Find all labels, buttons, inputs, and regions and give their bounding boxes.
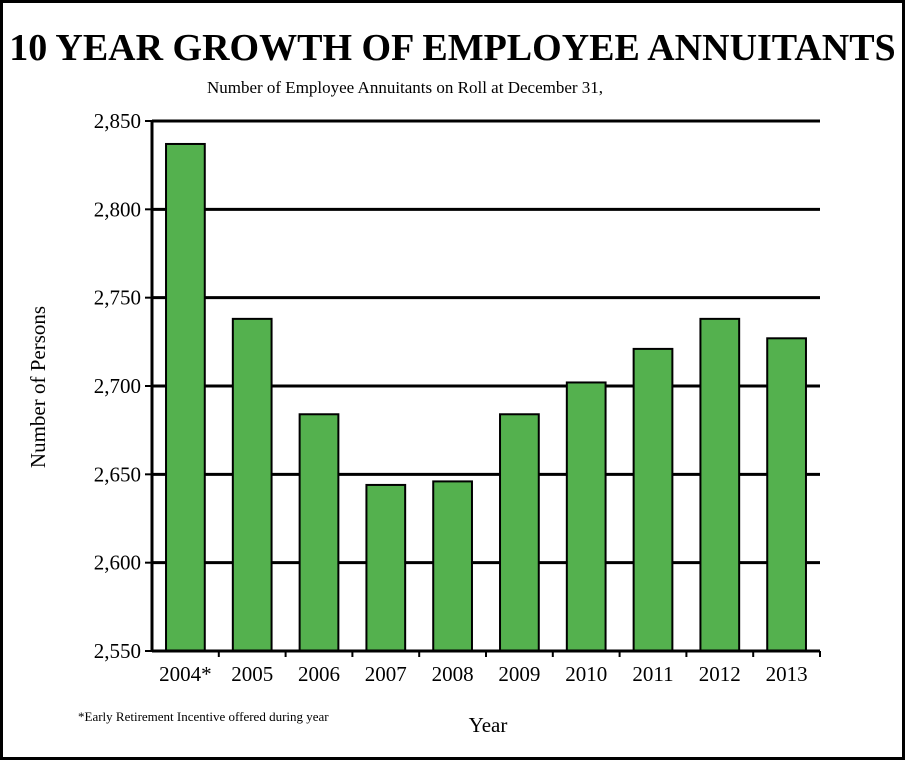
y-tick-label: 2,850 — [94, 109, 141, 133]
x-tick-label: 2012 — [699, 662, 741, 686]
bar-2008 — [432, 480, 473, 652]
bars — [165, 142, 807, 652]
bar-2011 — [632, 347, 674, 652]
y-tick-label: 2,700 — [94, 374, 141, 398]
chart-footnote: *Early Retirement Incentive offered duri… — [78, 709, 329, 724]
tick-labels: 2,550 2,600 2,650 2,700 2,750 2,800 2,850 2004*… — [94, 109, 808, 686]
x-tick-label: 2013 — [766, 662, 808, 686]
x-tick-label: 2008 — [432, 662, 474, 686]
x-tick-label: 2009 — [498, 662, 540, 686]
y-tick-label: 2,550 — [94, 639, 141, 663]
x-tick-label: 2005 — [231, 662, 273, 686]
axes — [145, 120, 821, 657]
bar-2007 — [365, 483, 407, 652]
bar-2004 — [165, 142, 206, 652]
y-tick-label: 2,800 — [94, 197, 141, 221]
bar-2012 — [699, 317, 741, 652]
x-axis-label: Year — [469, 713, 508, 737]
chart-subtitle: Number of Employee Annuitants on Roll at… — [206, 78, 604, 97]
x-tick-label: 2006 — [298, 662, 340, 686]
bar-2005 — [231, 317, 273, 652]
y-tick-label: 2,750 — [94, 286, 141, 310]
bar-2013 — [766, 337, 807, 652]
x-tick-label: 2004* — [159, 662, 212, 686]
x-tick-label: 2011 — [632, 662, 673, 686]
y-tick-label: 2,650 — [94, 462, 141, 486]
bar-2006 — [298, 413, 340, 652]
chart-title: 10 YEAR GROWTH OF EMPLOYEE ANNUITANTS — [9, 27, 896, 69]
y-tick-label: 2,600 — [94, 551, 141, 575]
x-tick-label: 2007 — [365, 662, 407, 686]
bar-2010 — [565, 381, 607, 652]
y-axis-label: Number of Persons — [26, 306, 50, 468]
bar-2009 — [499, 413, 540, 652]
x-tick-label: 2010 — [565, 662, 607, 686]
